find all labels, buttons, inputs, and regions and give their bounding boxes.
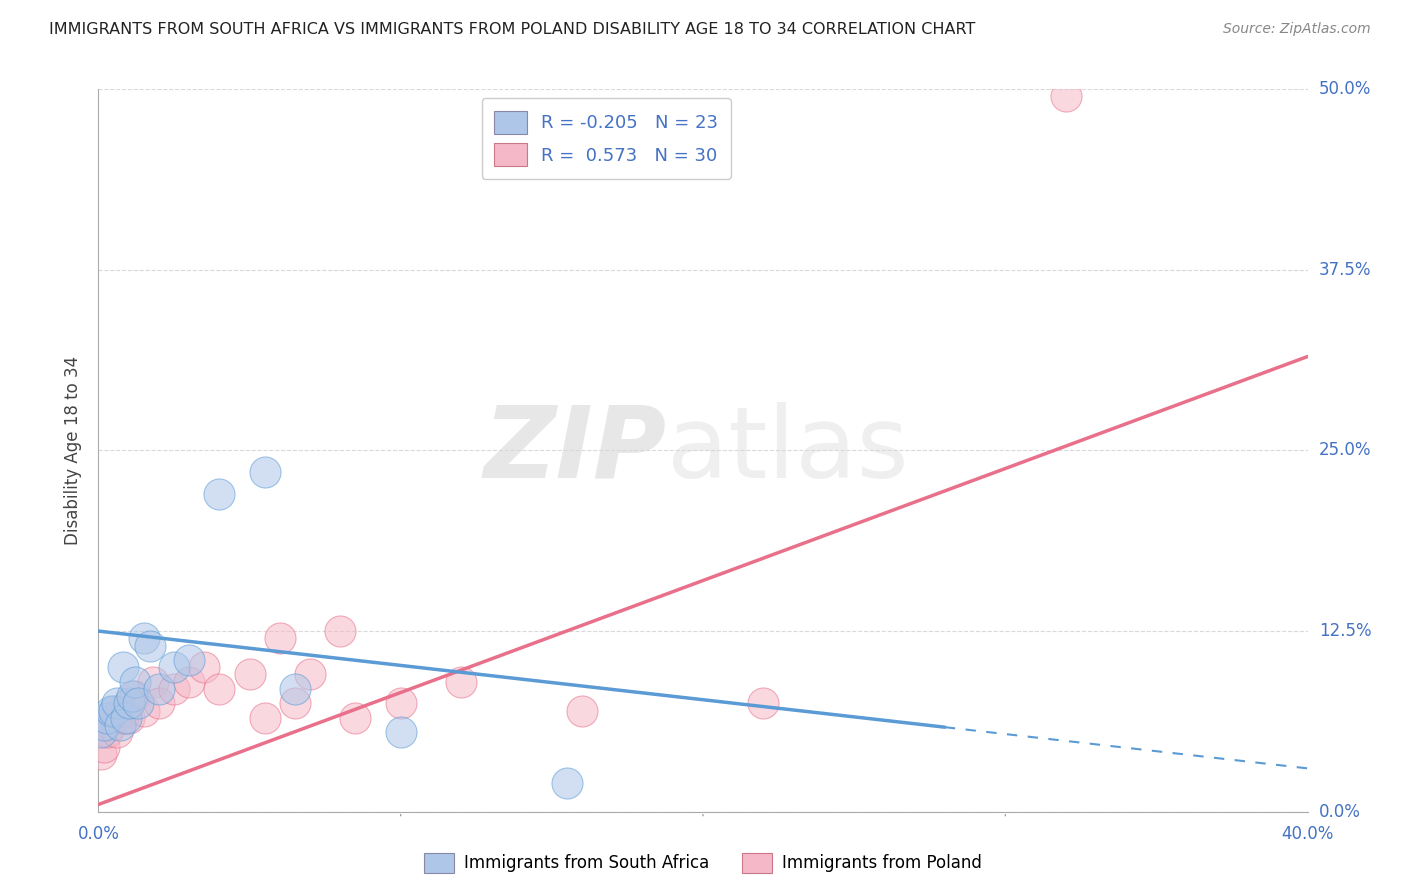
Point (148, 681, 170, 696)
Point (284, 696, 307, 710)
Point (450, 674, 472, 689)
Point (114, 711, 136, 725)
Point (344, 711, 367, 725)
Point (127, 696, 149, 710)
Point (208, 681, 231, 696)
Point (179, 674, 201, 689)
Text: 37.5%: 37.5% (1319, 260, 1371, 279)
Text: 12.5%: 12.5% (1319, 622, 1371, 640)
Point (118, 696, 141, 710)
Point (752, 696, 775, 710)
Point (179, 653, 201, 667)
Point (139, 639, 162, 653)
Text: 50.0%: 50.0% (1319, 80, 1371, 98)
Legend: R = -0.205   N = 23, R =  0.573   N = 30: R = -0.205 N = 23, R = 0.573 N = 30 (482, 98, 731, 179)
Point (90, 725, 112, 739)
Point (389, 696, 412, 710)
Point (93, 739, 115, 754)
Point (253, 711, 276, 725)
Point (90, 747, 112, 761)
Point (96, 711, 118, 725)
Point (163, 681, 186, 696)
Point (142, 674, 165, 689)
Y-axis label: Disability Age 18 to 34: Disability Age 18 to 34 (65, 356, 83, 545)
Point (118, 711, 141, 725)
Legend: Immigrants from South Africa, Immigrants from Poland: Immigrants from South Africa, Immigrants… (418, 847, 988, 880)
Text: Source: ZipAtlas.com: Source: ZipAtlas.com (1223, 22, 1371, 37)
Point (105, 696, 128, 710)
Point (555, 776, 578, 790)
Point (148, 696, 170, 710)
Point (93, 718, 115, 732)
Point (121, 689, 143, 703)
Point (284, 681, 307, 696)
Point (105, 725, 128, 739)
Point (124, 689, 146, 703)
Point (96, 725, 118, 739)
Point (571, 704, 593, 718)
Text: ZIP: ZIP (484, 402, 666, 499)
Point (108, 718, 131, 732)
Point (269, 632, 291, 646)
Text: atlas: atlas (666, 402, 908, 499)
Text: IMMIGRANTS FROM SOUTH AFRICA VS IMMIGRANTS FROM POLAND DISABILITY AGE 18 TO 34 C: IMMIGRANTS FROM SOUTH AFRICA VS IMMIGRAN… (49, 22, 976, 37)
Point (124, 674, 146, 689)
Point (108, 704, 131, 718)
Text: 0.0%: 0.0% (77, 825, 120, 844)
Point (114, 704, 136, 718)
Point (132, 632, 155, 646)
Text: 25.0%: 25.0% (1319, 442, 1371, 459)
Point (100, 704, 122, 718)
Point (208, 487, 231, 501)
Point (163, 660, 186, 674)
Point (193, 660, 215, 674)
Point (111, 711, 134, 725)
Point (299, 667, 322, 681)
Point (103, 704, 125, 718)
Text: 40.0%: 40.0% (1281, 825, 1334, 844)
Text: 0.0%: 0.0% (1319, 803, 1361, 821)
Point (1054, 89, 1077, 103)
Point (100, 718, 122, 732)
Point (253, 465, 276, 479)
Point (103, 711, 125, 725)
Point (111, 660, 134, 674)
Point (329, 624, 352, 639)
Point (132, 704, 155, 718)
Point (389, 725, 412, 739)
Point (239, 667, 262, 681)
